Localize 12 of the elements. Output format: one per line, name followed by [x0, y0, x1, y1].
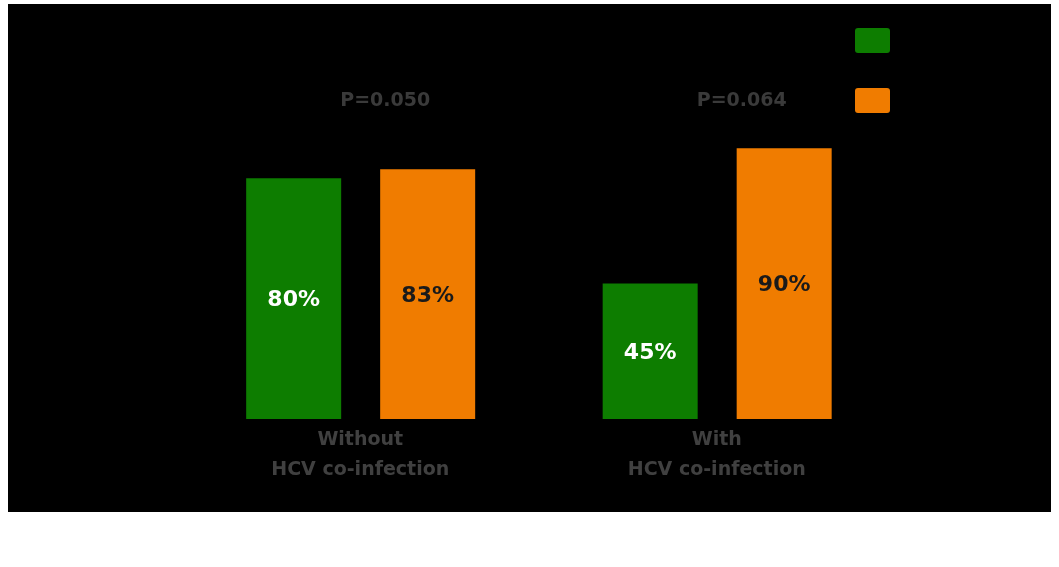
bar — [380, 169, 476, 419]
bar — [736, 148, 832, 419]
bar — [246, 178, 342, 419]
x-tick-label: With HCV co-infection — [627, 427, 806, 479]
text: P=0.050 — [340, 88, 431, 110]
x-tick-label: Without HCV co-infection — [271, 427, 450, 479]
bar — [602, 283, 698, 419]
data-label: 80% — [267, 286, 321, 312]
data-label: 83% — [401, 281, 455, 307]
text: P=0.064 — [696, 88, 787, 110]
data-label: 45% — [623, 339, 677, 365]
data-label: 90% — [757, 271, 811, 297]
